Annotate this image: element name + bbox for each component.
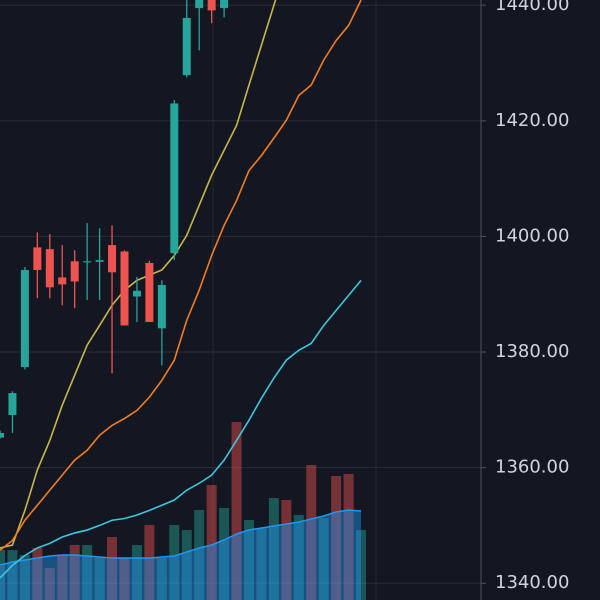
volume-bar: [57, 555, 68, 600]
volume-bar: [156, 558, 167, 600]
volume-bar: [206, 485, 217, 600]
candle-body: [70, 261, 79, 282]
volume-bar: [94, 558, 105, 600]
volume-bar: [119, 558, 130, 600]
y-tick-label: 1440.00: [495, 0, 569, 15]
grid: [0, 4, 481, 584]
y-tick-label: 1360.00: [495, 457, 569, 478]
candle-body: [83, 261, 92, 263]
moving-average-line: [0, 0, 277, 549]
y-tick-label: 1420.00: [495, 110, 569, 131]
volume-bar: [194, 510, 205, 600]
volume-bar: [318, 518, 329, 600]
candle-body: [45, 249, 54, 288]
candle-body: [120, 251, 129, 326]
volume-bar: [244, 520, 254, 600]
volume-bar: [7, 550, 18, 600]
moving-average-line: [0, 0, 362, 551]
candle-body: [8, 393, 17, 416]
volume-bar: [331, 476, 342, 600]
volume-bar: [219, 508, 230, 600]
volume-bar: [69, 545, 80, 600]
candle-body: [195, 0, 204, 9]
volume-bar: [19, 555, 30, 600]
candle-body: [170, 103, 179, 254]
volume-bar: [343, 474, 354, 600]
candle-body: [95, 260, 104, 262]
volume-bar: [82, 545, 93, 600]
candle-body: [58, 277, 67, 285]
volume-bar: [293, 515, 304, 600]
volume-bar: [281, 500, 292, 600]
volume-ma-line: [0, 509, 362, 566]
y-tick-label: 1380.00: [495, 341, 569, 362]
volume-bar: [169, 525, 180, 600]
plot-area: [0, 0, 367, 600]
y-tick-label: 1340.00: [495, 572, 569, 593]
candle-body: [20, 269, 29, 368]
volume-bar: [181, 530, 192, 600]
price-axis: 1340.00 1360.00 1380.00 1400.00 1420.00 1440.…: [481, 0, 569, 593]
volume-bar: [144, 525, 155, 600]
volume-bar: [131, 545, 142, 600]
candle-body: [145, 263, 154, 322]
volume-bar: [32, 548, 43, 600]
candle-body: [220, 0, 229, 9]
volume-bar: [356, 530, 367, 600]
candle-body: [207, 0, 216, 11]
candle-body: [33, 247, 42, 270]
moving-average-line: [0, 279, 362, 579]
candle-body: [0, 432, 4, 438]
candle-body: [108, 245, 117, 273]
candle-body: [157, 284, 166, 329]
volume-bar: [256, 528, 267, 600]
volume-bar: [268, 498, 279, 600]
volume-bar: [107, 537, 118, 600]
volume-bar: [44, 568, 55, 600]
y-tick-label: 1400.00: [495, 225, 569, 246]
candle-body: [132, 290, 141, 297]
volume-bar: [306, 465, 317, 600]
volume-bar: [231, 422, 242, 600]
candle-body: [182, 17, 191, 76]
volume-ma-area: [0, 510, 362, 600]
